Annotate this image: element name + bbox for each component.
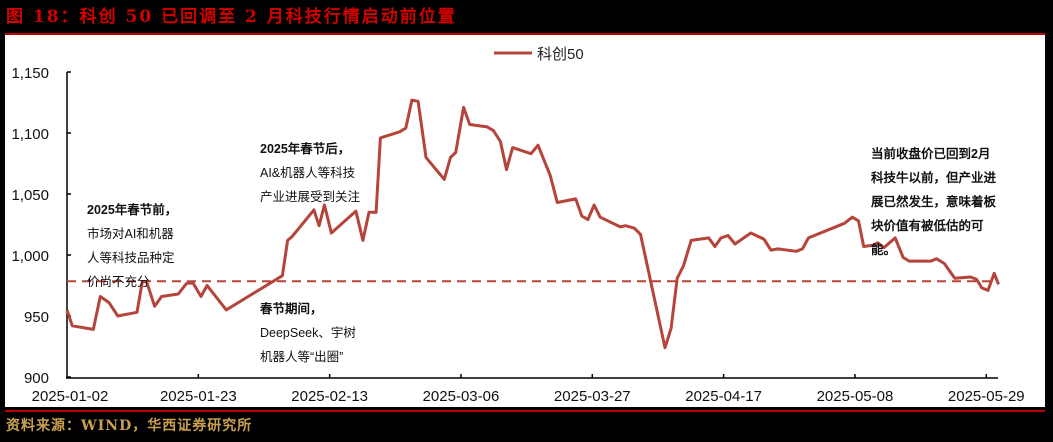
y-tick-label: 900 [24,370,49,387]
x-axis-ticks: 2025-01-02 2025-01-23 2025-02-13 2025-03-06… [32,374,1025,405]
source-divider [5,410,1045,412]
title-divider [5,33,1045,35]
x-tick-label: 2025-05-29 [948,388,1025,405]
legend-label: 科创50 [537,46,584,63]
y-axis-ticks: 900 950 1,000 1,050 1,100 1,150 [11,65,71,387]
annotation-current-line: 科技牛以前，但产业进 [871,171,997,185]
y-tick-label: 1,000 [11,248,49,265]
annotation-post-festival-line: AI&机器人等科技 [260,166,356,180]
kechuang50-series-line [65,98,1000,350]
annotation-current-line: 块价值有被低估的可 [871,219,984,233]
x-tick-label: 2025-03-06 [423,388,500,405]
line-chart: 科创50 900 950 1,000 1,050 1,100 1,150 2025-01-… [11,46,1025,405]
annotation-post-festival-line: 产业进展受到关注 [260,190,361,204]
x-tick-label: 2025-03-27 [554,388,631,405]
y-tick-label: 1,050 [11,187,49,204]
annotation-current: 当前收盘价已回到2月 科技牛以前，但产业进 展已然发生，意味着板 块价值有被低估… [871,142,996,262]
x-tick-label: 2025-05-08 [817,388,894,405]
annotation-during-festival-line: 机器人等“出圈” [260,350,344,364]
annotation-pre-festival-title: 2025年春节前， [87,203,178,217]
chart-axes [66,72,998,379]
x-tick-label: 2025-01-23 [160,388,237,405]
annotation-during-festival: 春节期间， DeepSeek、宇树 机器人等“出圈” [260,297,356,369]
figure-title: 图 18：科创 50 已回调至 2 月科技行情启动前位置 [6,7,457,27]
x-tick-label: 2025-04-17 [685,388,762,405]
annotation-during-festival-line: DeepSeek、宇树 [260,326,356,340]
annotation-pre-festival-line: 人等科技品种定 [87,251,175,265]
chart-panel: 科创50 900 950 1,000 1,050 1,100 1,150 2025-01-… [5,35,1045,407]
annotation-pre-festival-line: 市场对AI和机器 [87,227,174,241]
x-tick-label: 2025-02-13 [291,388,368,405]
source-note: 资料来源：WIND，华西证券研究所 [6,418,253,434]
annotation-pre-festival: 2025年春节前， 市场对AI和机器 人等科技品种定 价尚不充分 [87,198,177,294]
annotation-current-line: 能。 [871,243,897,257]
annotation-current-line: 当前收盘价已回到2月 [871,147,991,161]
annotation-during-festival-title: 春节期间， [260,302,323,316]
chart-legend: 科创50 [494,46,584,63]
annotation-post-festival-title: 2025年春节后， [260,142,351,156]
annotation-current-line: 展已然发生，意味着板 [871,195,997,209]
y-tick-label: 1,150 [11,65,49,82]
annotation-pre-festival-line: 价尚不充分 [87,275,150,289]
y-tick-label: 950 [24,309,49,326]
x-tick-label: 2025-01-02 [32,388,109,405]
annotation-post-festival: 2025年春节后， AI&机器人等科技 产业进展受到关注 [260,137,360,209]
y-tick-label: 1,100 [11,126,49,143]
